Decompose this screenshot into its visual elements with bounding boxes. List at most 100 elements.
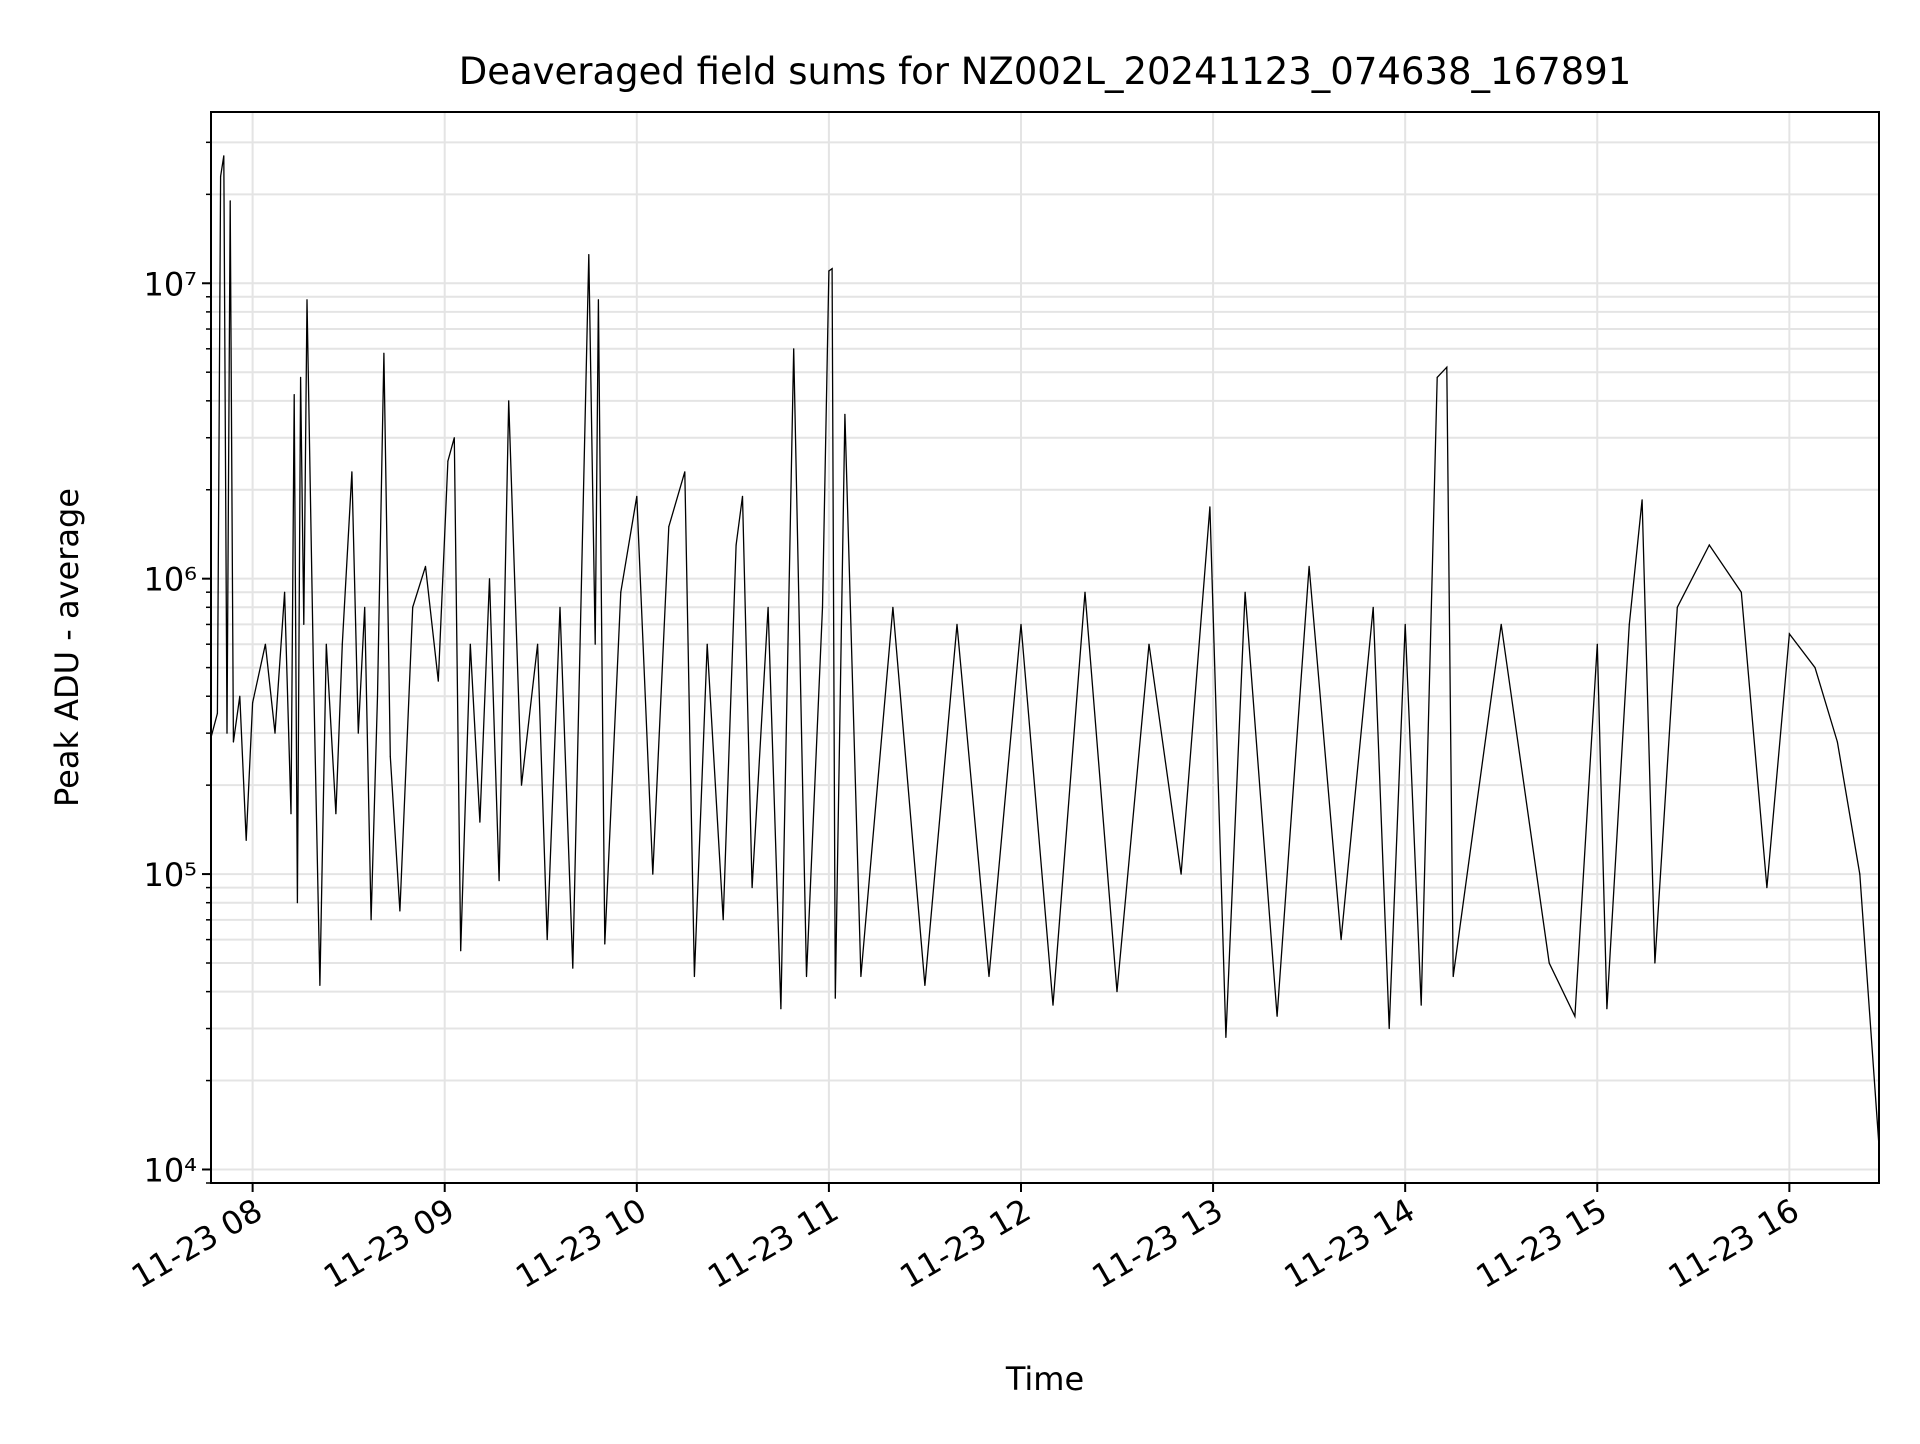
series-line [210,155,1880,1147]
data-point [399,910,401,912]
data-point [604,943,606,945]
data-point [1244,591,1246,593]
data-point [229,200,231,202]
data-point [300,376,302,378]
data-point [706,643,708,645]
data-point [460,950,462,952]
data-point [559,606,561,608]
data-point [693,975,696,978]
data-point [424,565,427,568]
data-point [220,175,222,177]
data-point [1452,975,1454,978]
y-tick-label: 10⁶ [143,561,197,599]
x-axis-label: Time [1005,1360,1084,1398]
x-tick-label: 11-23 10 [509,1191,653,1296]
data-point [245,839,247,842]
data-point [594,643,596,645]
data-point [831,268,833,270]
data-point [469,643,471,645]
data-point [274,732,276,734]
data-point [1500,623,1502,626]
data-point [239,695,241,697]
data-point [264,643,266,645]
data-point [572,967,574,969]
data-point [1574,1015,1576,1017]
data-point [652,873,654,875]
data-point [508,400,510,402]
data-point [1596,643,1598,645]
data-point [364,606,366,608]
data-point [988,975,990,978]
data-point [780,1008,782,1010]
x-tick-label: 11-23 12 [893,1191,1037,1296]
data-point [684,471,686,473]
data-point [1404,623,1406,626]
data-point [479,821,481,823]
data-point [296,902,298,904]
plot-area-frame [210,111,1880,1184]
data-point [370,919,372,921]
y-tick-label: 10⁷ [143,265,197,303]
data-point [1436,376,1438,378]
data-point [767,606,769,608]
data-point [1420,1004,1422,1006]
data-point [252,702,254,704]
data-point [357,732,359,734]
data-point [226,732,228,734]
data-point [1148,643,1150,645]
data-point [597,299,600,301]
data-point [1180,873,1182,875]
data-point [1116,991,1118,993]
data-point [335,813,337,815]
data-point [793,348,795,350]
data-point [636,495,638,497]
data-point [351,471,353,473]
data-point [306,299,308,301]
data-point [1836,741,1838,743]
data-point [1446,366,1448,368]
data-point [1740,591,1742,593]
data-point [1225,1036,1227,1038]
data-point [412,606,414,608]
data-point [956,623,958,626]
data-point [488,578,491,580]
data-point [588,254,590,256]
data-point [1676,606,1678,608]
data-point [1084,591,1086,593]
data-point [1548,962,1550,964]
y-tick-label: 10⁵ [143,856,197,894]
data-point [498,880,500,882]
data-point [722,919,724,921]
x-tick-label: 11-23 16 [1662,1191,1806,1296]
data-point [437,680,439,682]
data-point [520,784,523,786]
data-point [284,591,286,593]
x-tick-label: 11-23 09 [317,1191,461,1296]
data-point [834,997,836,999]
data-point [828,270,830,272]
data-point [1340,939,1342,941]
data-point [1859,873,1861,875]
x-tick-label: 11-23 14 [1278,1191,1422,1296]
data-point [376,695,379,697]
y-tick-label: 10⁴ [143,1151,197,1189]
data-point [668,526,670,528]
x-tick-label: 11-23 08 [125,1191,269,1296]
data-point [1708,544,1710,546]
data-point [1372,606,1374,608]
data-point [223,155,225,157]
data-point [537,643,539,645]
data-point [293,394,295,396]
data-point [312,667,314,669]
data-point [892,606,894,608]
y-axis-label: Peak ADU - average [48,488,86,807]
data-point [1788,633,1790,635]
data-point [216,712,218,715]
data-point [1052,1004,1054,1006]
data-point [805,975,808,978]
data-point [735,544,737,546]
data-point [232,741,234,743]
x-tick-label: 11-23 11 [701,1191,845,1296]
chart-title: Deaveraged field sums for NZ002L_2024112… [459,50,1632,93]
